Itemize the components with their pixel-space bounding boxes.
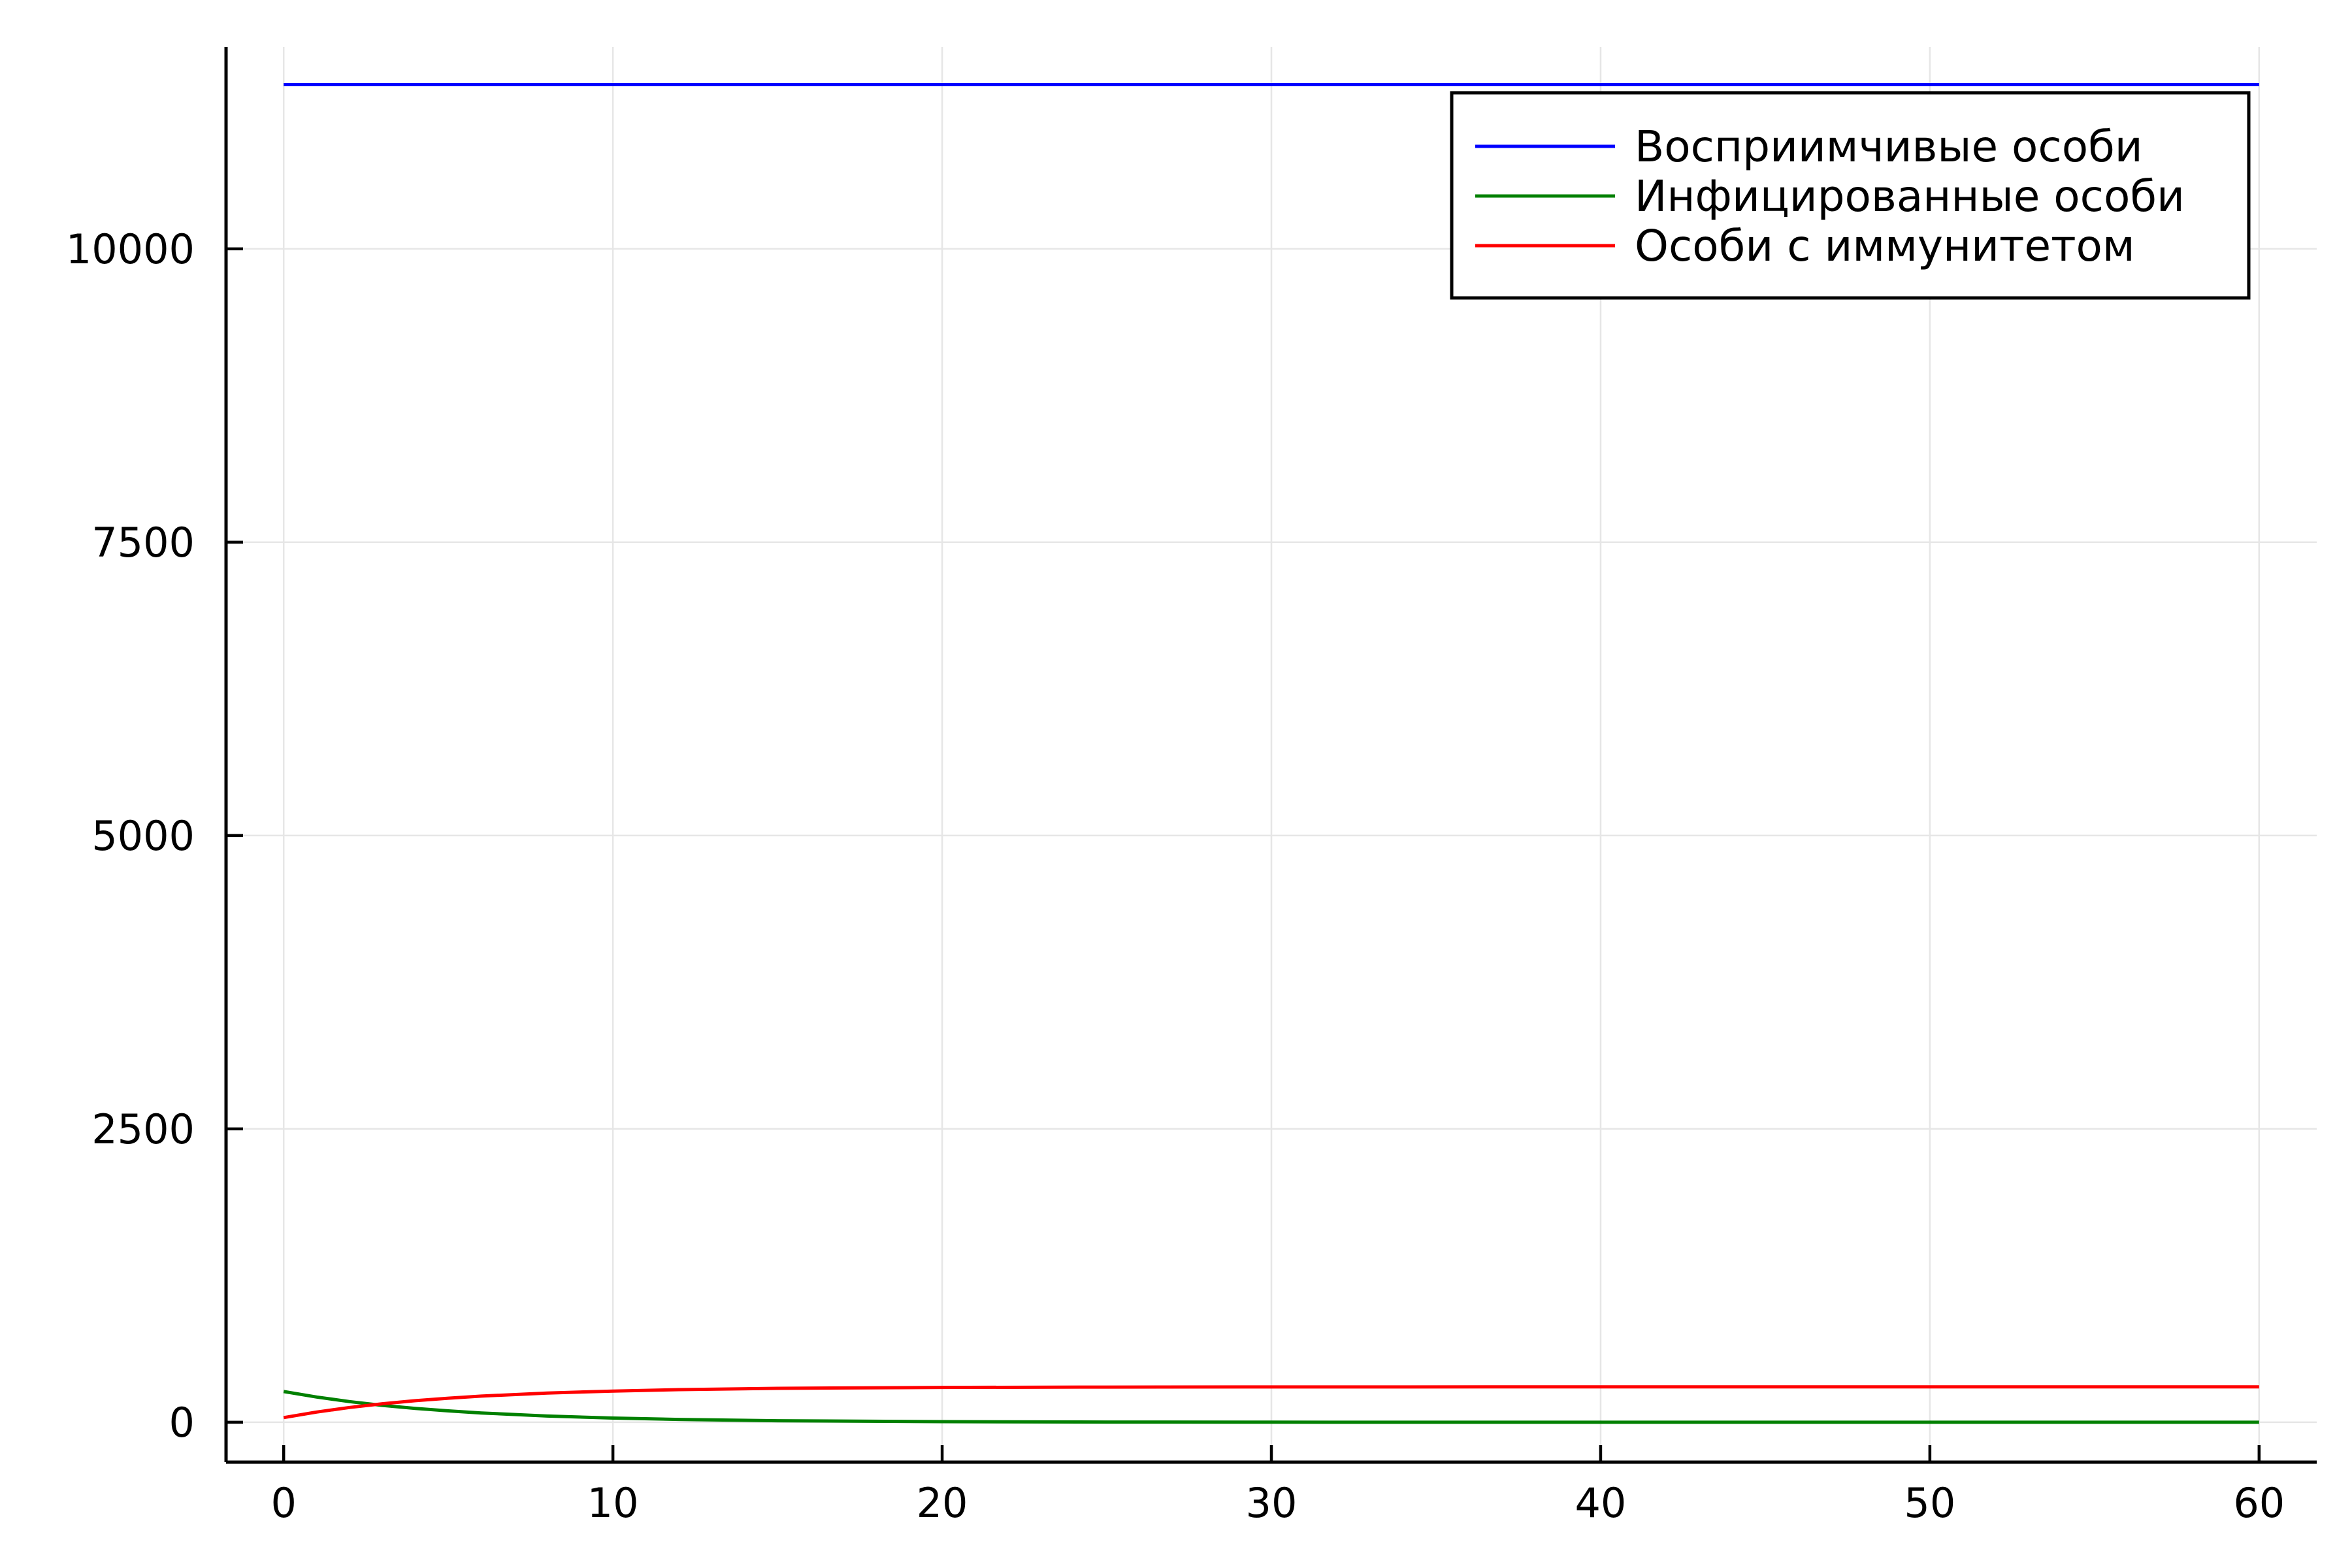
x-tick-label: 0 bbox=[270, 1479, 296, 1527]
x-tick-label: 30 bbox=[1246, 1479, 1298, 1527]
y-tick-label: 5000 bbox=[91, 812, 195, 860]
x-tick-label: 40 bbox=[1575, 1479, 1626, 1527]
legend-entry-label: Особи с иммунитетом bbox=[1635, 221, 2135, 271]
x-tick-label: 10 bbox=[587, 1479, 639, 1527]
tick-labels: 0 10 20 30 40 50 60 0 2500 5000 7500 10000 bbox=[66, 225, 2285, 1527]
y-tick-label: 7500 bbox=[91, 519, 195, 566]
y-tick-label: 10000 bbox=[66, 225, 195, 273]
x-tick-label: 20 bbox=[917, 1479, 968, 1527]
x-tick-label: 60 bbox=[2233, 1479, 2285, 1527]
gridlines bbox=[226, 47, 2317, 1462]
axes bbox=[224, 47, 2317, 1464]
legend-entry-label: Инфицированные особи bbox=[1635, 171, 2185, 221]
legend-entry-label: Восприимчивые особи bbox=[1635, 122, 2143, 172]
y-tick-label: 2500 bbox=[91, 1105, 195, 1153]
series-lines bbox=[283, 83, 2259, 1424]
series-line-3 bbox=[283, 1385, 2259, 1420]
x-tick-label: 50 bbox=[1904, 1479, 1955, 1527]
y-tick-label: 0 bbox=[169, 1399, 195, 1446]
